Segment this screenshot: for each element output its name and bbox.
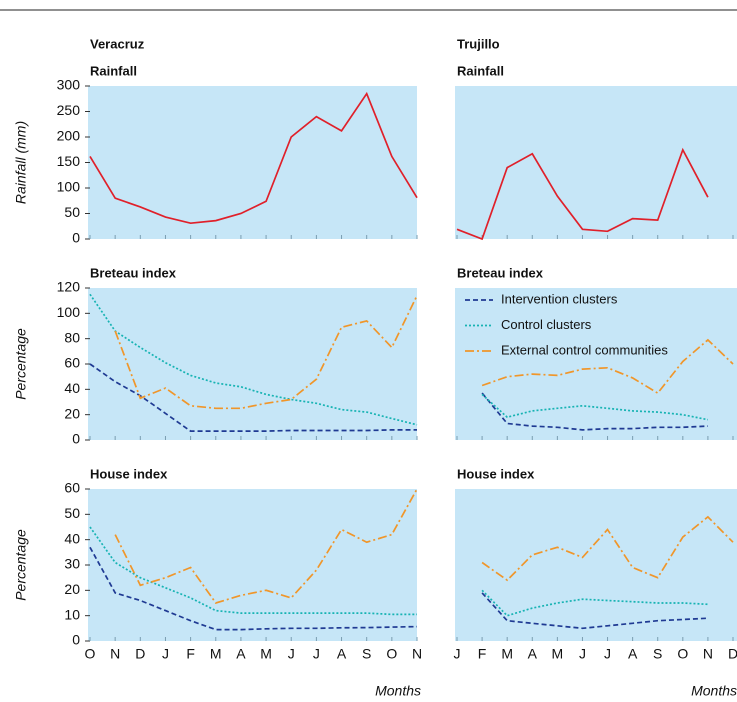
y-tick-label: 250 <box>57 102 81 118</box>
panel-location: Trujillo <box>457 36 500 51</box>
y-tick-label: 30 <box>64 556 80 572</box>
x-tick-label: F <box>186 646 195 662</box>
x-tick-label: J <box>579 646 586 662</box>
series-line <box>481 515 734 582</box>
series-line <box>89 546 418 631</box>
y-tick-label: 0 <box>72 431 80 447</box>
legend-label: Control clusters <box>501 317 592 332</box>
x-tick-label: O <box>386 646 397 662</box>
panel-location: Veracruz <box>90 36 145 51</box>
plot-background <box>455 86 737 239</box>
y-tick-label: 120 <box>57 279 81 295</box>
y-tick-label: 0 <box>72 230 80 246</box>
series-line <box>89 91 418 225</box>
series-line <box>481 392 708 431</box>
x-tick-label: J <box>313 646 320 662</box>
y-tick-label: 60 <box>64 480 80 496</box>
x-tick-label: S <box>362 646 371 662</box>
x-tick-label: A <box>528 646 538 662</box>
x-tick-label: O <box>677 646 688 662</box>
y-tick-label: 100 <box>57 179 81 195</box>
series-line <box>89 363 417 432</box>
series-line <box>89 526 417 616</box>
y-tick-label: 300 <box>57 77 81 93</box>
series-line <box>481 338 734 395</box>
plot-background <box>88 288 417 440</box>
x-tick-label: J <box>604 646 611 662</box>
x-tick-label: A <box>628 646 638 662</box>
series-line <box>481 592 708 630</box>
series-line <box>89 293 418 426</box>
x-tick-label: M <box>260 646 272 662</box>
y-tick-label: 60 <box>64 355 80 371</box>
x-tick-label: S <box>653 646 662 662</box>
series-line <box>114 295 418 410</box>
x-tick-label: N <box>412 646 422 662</box>
x-tick-label: D <box>135 646 145 662</box>
x-axis-label: Months <box>375 683 421 699</box>
y-tick-label: 50 <box>64 505 80 521</box>
y-tick-label: 50 <box>64 204 80 220</box>
y-tick-label: 100 <box>57 304 81 320</box>
x-tick-label: J <box>454 646 461 662</box>
y-tick-label: 20 <box>64 405 80 421</box>
x-tick-label: M <box>552 646 564 662</box>
y-tick-label: 20 <box>64 581 80 597</box>
x-tick-label: F <box>478 646 487 662</box>
series-line <box>456 147 709 241</box>
y-tick-label: 40 <box>64 530 80 546</box>
x-axis-label: Months <box>691 683 737 699</box>
series-line <box>114 488 418 604</box>
plot-background <box>88 86 417 239</box>
y-tick-label: 200 <box>57 128 81 144</box>
plot-background <box>455 489 737 641</box>
x-tick-label: O <box>85 646 96 662</box>
y-axis-label: Percentage <box>13 328 29 400</box>
panel-title: House index <box>457 466 535 481</box>
y-tick-label: 10 <box>64 606 80 622</box>
x-tick-label: A <box>337 646 347 662</box>
y-tick-label: 150 <box>57 153 81 169</box>
legend-label: Intervention clusters <box>501 291 618 306</box>
y-tick-label: 0 <box>72 632 80 648</box>
x-tick-label: N <box>703 646 713 662</box>
y-tick-label: 80 <box>64 329 80 345</box>
legend-label: External control communities <box>501 342 668 357</box>
y-tick-label: 40 <box>64 380 80 396</box>
panel-title: Breteau index <box>457 265 544 280</box>
x-tick-label: M <box>501 646 513 662</box>
y-axis-label: Percentage <box>13 529 29 601</box>
x-tick-label: J <box>162 646 169 662</box>
x-tick-label: J <box>288 646 295 662</box>
panel-title: House index <box>90 466 168 481</box>
panel-title: Rainfall <box>457 63 504 78</box>
x-tick-label: D <box>728 646 737 662</box>
panel-title: Rainfall <box>90 63 137 78</box>
series-line <box>481 589 708 617</box>
x-tick-label: A <box>236 646 246 662</box>
x-tick-label: N <box>110 646 120 662</box>
plot-background <box>88 489 417 641</box>
y-axis-label: Rainfall (mm) <box>13 121 29 204</box>
plot-background <box>455 288 737 440</box>
x-tick-label: M <box>210 646 222 662</box>
panel-title: Breteau index <box>90 265 177 280</box>
